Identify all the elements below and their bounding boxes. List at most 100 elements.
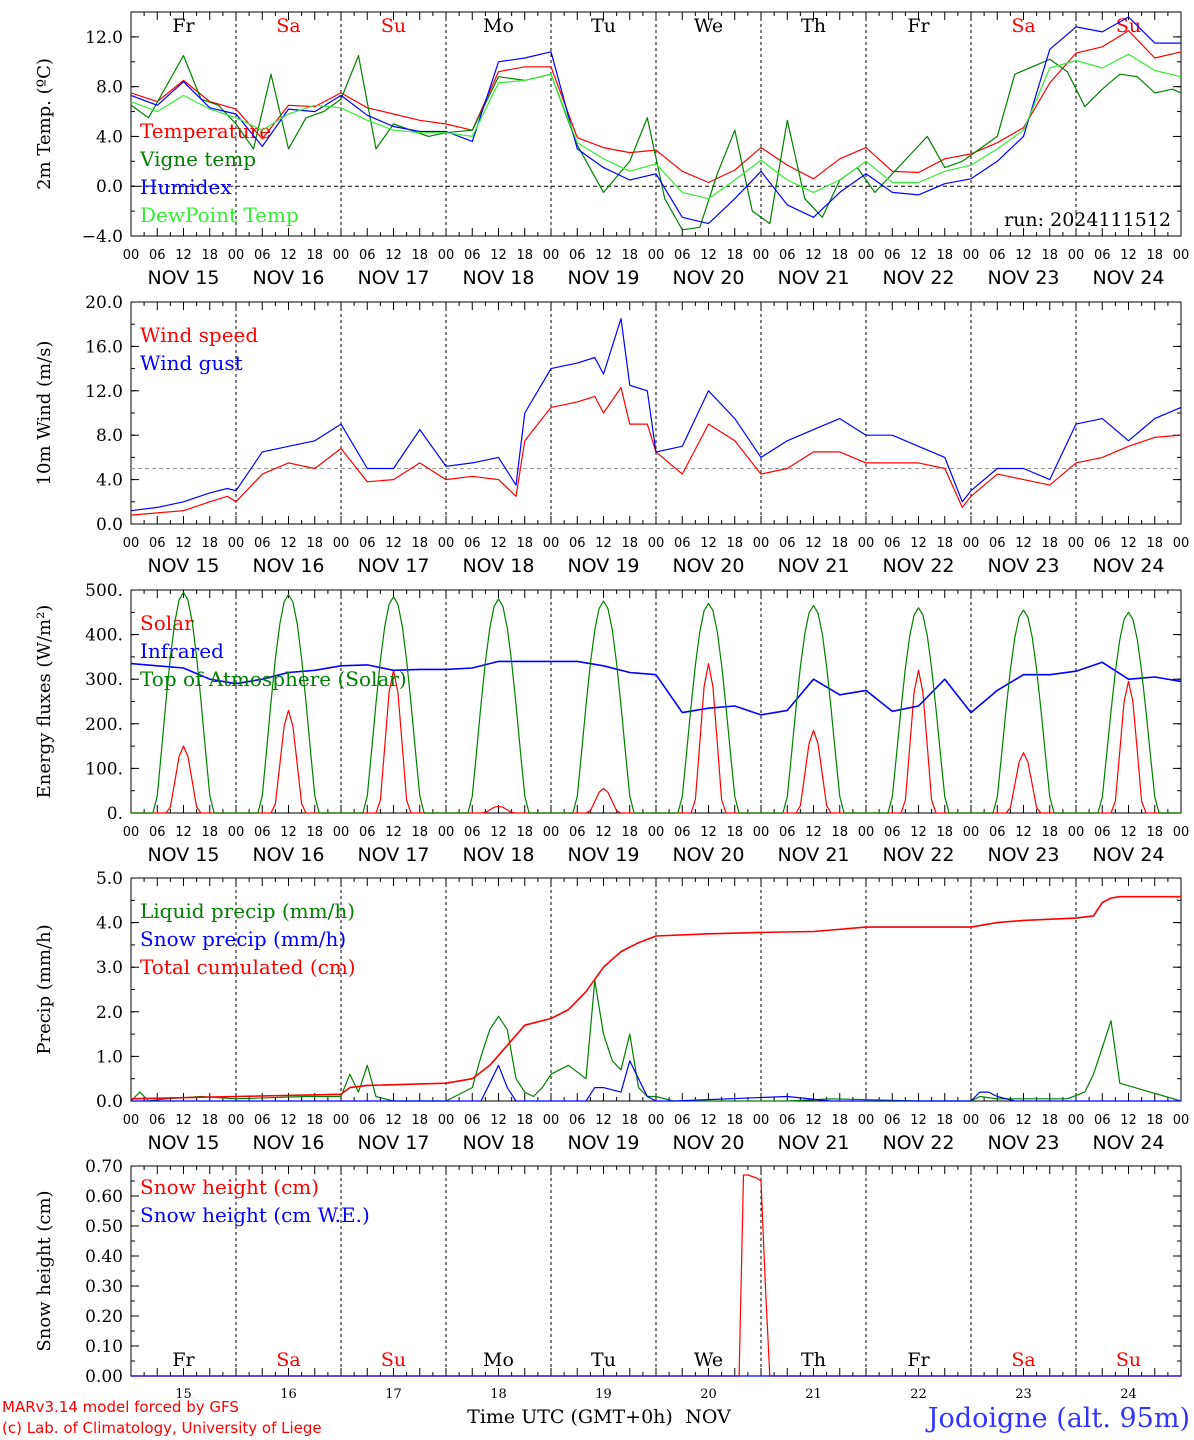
hour-tick-label: 00 xyxy=(963,248,980,263)
day-number-label: 18 xyxy=(490,1387,507,1402)
series-line-dewpoint-temp xyxy=(130,53,1182,200)
date-label: NOV 21 xyxy=(777,844,849,866)
panel-temp: −4.0 0.0 4.0 8.0 12.0 2m Temp. (ºC) Fr Sa Su Mo Tu… xyxy=(34,11,1189,289)
hour-tick-label: 12 xyxy=(490,825,507,840)
hour-tick-label: 00 xyxy=(333,825,350,840)
panel-precip: 0.0 1.0 2.0 3.0 4.0 5.0 Precip (mm/h) Liquid pr… xyxy=(34,869,1189,1154)
legend-entry: Wind speed xyxy=(140,323,258,347)
y-tick-label: 0.10 xyxy=(85,1337,123,1357)
hour-tick-label: 18 xyxy=(621,1113,638,1128)
hour-tick-label: 00 xyxy=(648,825,665,840)
hour-tick-label: 00 xyxy=(963,536,980,551)
date-label: NOV 16 xyxy=(252,844,324,866)
weekday-label: Su xyxy=(381,15,406,37)
weekday-label: Sa xyxy=(276,1349,300,1371)
hour-tick-label: 00 xyxy=(1068,536,1085,551)
hour-tick-label: 06 xyxy=(989,536,1006,551)
day-number-label: 15 xyxy=(175,1387,192,1402)
hour-tick-label: 06 xyxy=(359,825,376,840)
hour-tick-label: 18 xyxy=(726,825,743,840)
hour-tick-label: 18 xyxy=(831,1113,848,1128)
series-line-snow-height-cm xyxy=(131,1174,1181,1377)
hour-tick-label: 06 xyxy=(359,536,376,551)
hour-tick-label: 00 xyxy=(1173,1113,1190,1128)
hour-tick-label: 18 xyxy=(831,825,848,840)
hour-tick-label: 18 xyxy=(1146,825,1163,840)
hour-tick-label: 12 xyxy=(175,1113,192,1128)
weekday-label: Tu xyxy=(591,1349,616,1371)
hour-tick-label: 00 xyxy=(753,536,770,551)
hour-tick-label: 18 xyxy=(516,825,533,840)
hour-tick-label: 18 xyxy=(516,1113,533,1128)
hour-tick-label: 18 xyxy=(936,825,953,840)
hour-tick-label: 18 xyxy=(726,248,743,263)
hour-tick-label: 06 xyxy=(884,1113,901,1128)
date-label: NOV 17 xyxy=(357,267,429,289)
time-axis-label: Time UTC (GMT+0h) xyxy=(467,1406,673,1428)
hour-tick-label: 00 xyxy=(1068,1113,1085,1128)
date-label: NOV 22 xyxy=(882,1132,954,1154)
hour-tick-label: 06 xyxy=(254,1113,271,1128)
hour-tick-label: 00 xyxy=(228,1113,245,1128)
hour-tick-label: 12 xyxy=(1015,536,1032,551)
series-line-wind-speed xyxy=(130,386,1182,516)
hour-tick-label: 12 xyxy=(700,536,717,551)
hour-tick-label: 00 xyxy=(123,248,140,263)
date-label: NOV 20 xyxy=(672,267,744,289)
weekday-label: Th xyxy=(801,1349,826,1371)
weekday-label: Fr xyxy=(172,15,195,37)
date-label: NOV 23 xyxy=(987,555,1059,577)
hour-tick-label: 12 xyxy=(280,825,297,840)
series-line-top-of-atmosphere-solar xyxy=(131,591,1181,814)
hour-tick-label: 18 xyxy=(621,825,638,840)
date-label: NOV 16 xyxy=(252,555,324,577)
hour-tick-label: 12 xyxy=(1120,536,1137,551)
y-tick-label: 200. xyxy=(85,715,123,735)
date-label: NOV 16 xyxy=(252,1132,324,1154)
hour-tick-label: 00 xyxy=(123,1113,140,1128)
hour-tick-label: 06 xyxy=(674,1113,691,1128)
date-label: NOV 20 xyxy=(672,844,744,866)
hour-tick-label: 06 xyxy=(884,825,901,840)
hour-tick-label: 12 xyxy=(1015,248,1032,263)
y-axis-label: Energy fluxes (W/m²) xyxy=(34,605,55,799)
location-label: Jodoigne (alt. 95m) xyxy=(925,1403,1190,1434)
date-label: NOV 19 xyxy=(567,555,639,577)
hour-tick-label: 06 xyxy=(1094,1113,1111,1128)
hour-tick-label: 18 xyxy=(306,536,323,551)
y-tick-label: 0.60 xyxy=(85,1187,123,1207)
date-label: NOV 19 xyxy=(567,844,639,866)
hour-tick-label: 06 xyxy=(674,825,691,840)
weekday-label: Fr xyxy=(172,1349,195,1371)
hour-tick-label: 18 xyxy=(936,1113,953,1128)
series-line-vigne-temp xyxy=(130,54,1182,231)
date-label: NOV 15 xyxy=(147,267,219,289)
hour-tick-label: 18 xyxy=(201,248,218,263)
hour-tick-label: 00 xyxy=(438,536,455,551)
hour-tick-label: 18 xyxy=(1146,536,1163,551)
y-tick-label: 400. xyxy=(85,626,123,646)
hour-tick-label: 12 xyxy=(385,248,402,263)
y-tick-label: 0. xyxy=(107,804,123,824)
y-axis-label: Precip (mm/h) xyxy=(34,924,55,1054)
date-label: NOV 22 xyxy=(882,844,954,866)
hour-tick-label: 06 xyxy=(1094,536,1111,551)
hour-tick-label: 00 xyxy=(228,536,245,551)
legend-entry: Vigne temp xyxy=(139,147,256,171)
y-tick-label: 0.30 xyxy=(85,1277,123,1297)
y-tick-label: 300. xyxy=(85,670,123,690)
hour-tick-label: 06 xyxy=(569,1113,586,1128)
hour-tick-label: 18 xyxy=(1041,248,1058,263)
hour-tick-label: 00 xyxy=(858,248,875,263)
hour-tick-label: 18 xyxy=(201,825,218,840)
panel-energy: 0. 100. 200. 300. 400. 500. Energy fluxes (W/m… xyxy=(34,581,1189,866)
day-number-label: 21 xyxy=(805,1387,822,1402)
hour-tick-label: 18 xyxy=(306,825,323,840)
y-tick-label: 4.0 xyxy=(96,127,123,147)
hour-tick-label: 00 xyxy=(753,825,770,840)
weekday-label: Tu xyxy=(591,15,616,37)
hour-tick-label: 12 xyxy=(595,825,612,840)
date-label: NOV 17 xyxy=(357,1132,429,1154)
hour-tick-label: 18 xyxy=(411,536,428,551)
hour-tick-label: 00 xyxy=(228,248,245,263)
